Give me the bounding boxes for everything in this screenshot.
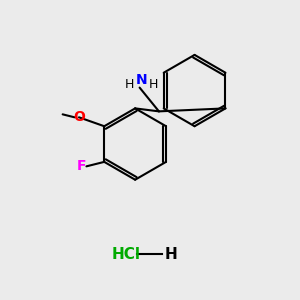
Text: HCl: HCl <box>112 247 141 262</box>
Text: N: N <box>135 73 147 87</box>
Text: H: H <box>148 78 158 91</box>
Text: H: H <box>164 247 177 262</box>
Text: H: H <box>124 78 134 91</box>
Text: F: F <box>77 159 87 173</box>
Text: O: O <box>73 110 85 124</box>
